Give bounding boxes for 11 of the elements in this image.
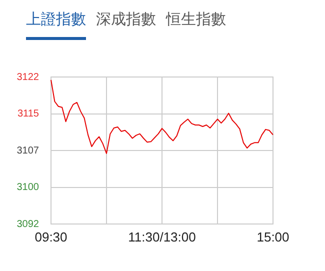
y-tick-label: 3107 bbox=[16, 145, 40, 156]
y-tick-label: 3122 bbox=[16, 72, 40, 83]
x-tick-label: 15:00 bbox=[256, 229, 290, 244]
x-tick-label: 11:30/13:00 bbox=[128, 229, 196, 244]
y-tick-label: 3100 bbox=[16, 182, 40, 193]
chart-title: 上證指數 bbox=[26, 10, 86, 40]
y-tick-label: 3115 bbox=[17, 108, 40, 120]
y-tick-label: 3092 bbox=[16, 218, 40, 230]
text: 深成指數 bbox=[96, 10, 156, 30]
x-tick-label: 09:30 bbox=[34, 229, 68, 244]
text: 恒生指數 bbox=[166, 10, 226, 30]
